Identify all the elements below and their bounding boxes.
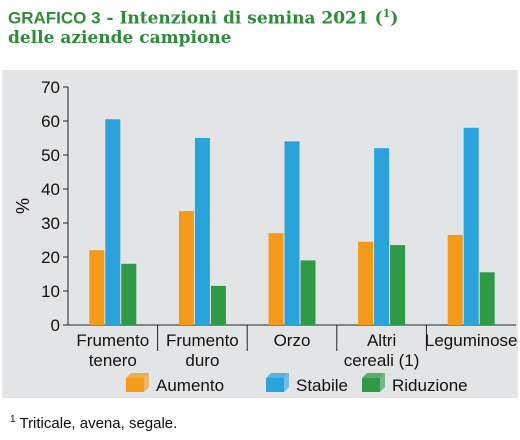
bar-stabile (284, 141, 300, 325)
x-tick-label: Altri (367, 331, 396, 350)
y-tick-label: 50 (41, 146, 60, 165)
bar-aumento (358, 241, 374, 325)
legend-label: Riduzione (392, 376, 468, 395)
legend-swatch-top (362, 373, 385, 378)
bar-riduzione (300, 260, 316, 325)
bar-aumento (178, 211, 194, 325)
title-close: ) (390, 8, 399, 29)
legend-swatch-stabile (266, 378, 284, 392)
bar-stabile (463, 127, 479, 325)
x-tick-label: duro (185, 351, 219, 370)
legend-label: Stabile (296, 376, 348, 395)
y-tick-label: 30 (41, 214, 60, 233)
y-axis-label: % (13, 198, 33, 214)
bar-riduzione (390, 245, 406, 325)
bar-stabile (194, 138, 210, 325)
x-tick-label: Frumento (76, 331, 149, 350)
legend-swatch-top (266, 373, 289, 378)
footnote-mark: 1 (10, 414, 16, 425)
x-tick-label: Frumento (166, 331, 239, 350)
bar-riduzione (210, 285, 226, 325)
bar-riduzione (479, 272, 495, 325)
title-text: - Intenzioni di semina 2021 ( (100, 8, 383, 29)
title-prefix: GRAFICO 3 (8, 8, 101, 28)
footnote-text: Triticale, avena, segale. (15, 415, 178, 432)
y-tick-label: 70 (41, 78, 60, 97)
y-tick-label: 40 (41, 180, 60, 199)
bar-stabile (374, 148, 390, 325)
bar-chart: 010203040506070%FrumentoteneroFrumentodu… (13, 78, 518, 395)
legend-label: Aumento (156, 376, 224, 395)
title-footnote-mark: 1 (382, 7, 391, 20)
y-tick-label: 10 (41, 282, 60, 301)
bar-riduzione (121, 263, 137, 325)
bar-aumento (89, 250, 105, 325)
title-line2: delle aziende campione (8, 27, 232, 48)
bar-stabile (105, 119, 121, 325)
x-tick-label: cereali (1) (344, 351, 420, 370)
bar-aumento (268, 233, 284, 325)
chart-title: GRAFICO 3 - Intenzioni di semina 2021 (1… (8, 4, 513, 48)
legend-swatch-side (284, 373, 289, 392)
y-tick-label: 0 (51, 316, 60, 335)
legend-swatch-riduzione (362, 378, 380, 392)
legend-swatch-side (380, 373, 385, 392)
x-tick-label: tenero (89, 351, 137, 370)
x-tick-label: Orzo (274, 331, 311, 350)
legend-swatch-top (126, 373, 149, 378)
footnote: 1 Triticale, avena, segale. (10, 414, 177, 432)
chart-area: 0 10 20 30 40 50 60 70% Frumento tenero Frumento du… (2, 70, 518, 398)
y-tick-label: 60 (41, 112, 60, 131)
y-tick-label: 20 (41, 248, 60, 267)
x-tick-label: Leguminose (425, 331, 518, 350)
bar-aumento (447, 234, 463, 325)
legend-swatch-aumento (126, 378, 144, 392)
legend-swatch-side (144, 373, 149, 392)
